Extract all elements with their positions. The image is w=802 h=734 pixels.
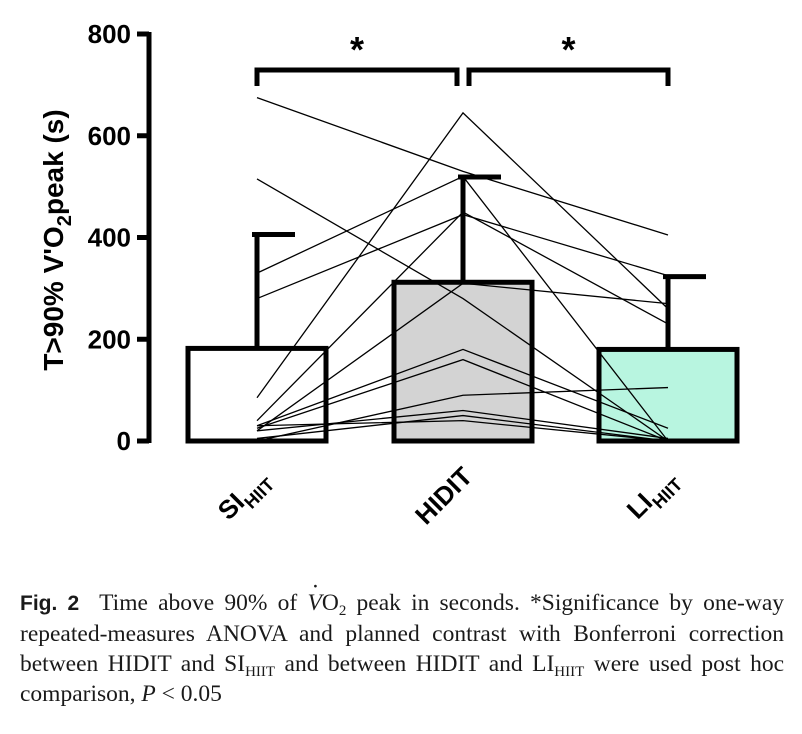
significance-bracket-0 — [254, 67, 460, 86]
bar-2 — [596, 346, 740, 444]
y-tick-label-4: 800 — [88, 19, 131, 49]
individual-line-9 — [256, 386, 669, 442]
caption-fig-label: Fig. 2 — [20, 592, 80, 615]
caption-sub-hiit-2: HIIT — [554, 664, 585, 680]
y-tick-label-0: 0 — [117, 426, 131, 456]
y-axis-title: T>90% V'O2peak (s) — [38, 109, 76, 370]
bar-chart: * * SIHIIT HIDIT LIHIIT T>90% V'O2peak (s) … — [38, 19, 740, 530]
individual-line-6 — [256, 282, 669, 432]
individual-line-7 — [256, 348, 669, 429]
y-tick-label-2: 400 — [88, 223, 131, 253]
caption-p-symbol: P — [141, 681, 156, 707]
caption-sub-hiit-1: HIIT — [245, 664, 276, 680]
error-bars — [252, 174, 706, 350]
x-category-label-0: SIHIIT — [212, 463, 279, 530]
figure-caption: Fig. 2 Time above 90% of VO2 peak in sec… — [20, 572, 785, 709]
caption-text-5: < 0.05 — [155, 681, 222, 707]
individual-line-0 — [256, 96, 669, 236]
individual-line-12 — [256, 409, 669, 440]
x-category-main-0: SI — [212, 487, 251, 526]
caption-sub-2: 2 — [338, 603, 347, 619]
caption-text-2: peak in seconds. *Significance by one-wa… — [20, 590, 785, 677]
x-category-label-1: HIDIT — [409, 461, 478, 530]
y-tick-label-3: 600 — [88, 121, 131, 151]
significance-bracket-1 — [466, 67, 671, 86]
y-tick-label-1: 200 — [88, 324, 131, 354]
caption-o-symbol: O — [321, 590, 339, 616]
caption-text-1: Time above 90% of — [99, 590, 308, 616]
bar-0 — [185, 345, 329, 444]
individual-line-4 — [256, 111, 669, 399]
x-axis-labels: SIHIIT HIDIT LIHIIT — [212, 461, 687, 530]
significance-star-0: * — [350, 29, 364, 70]
caption-text-3: and between HIDIT and LI — [275, 651, 555, 677]
bars — [185, 279, 740, 444]
x-category-label-2: LIHIIT — [621, 463, 687, 529]
x-category-main-2: LI — [621, 487, 659, 525]
individual-line-8 — [256, 358, 669, 442]
significance-star-1: * — [561, 29, 575, 70]
x-category-main-1: HIDIT — [409, 461, 478, 530]
caption-text-4: were used post hoc comparison, — [20, 651, 785, 707]
y-axis: 0 200 400 600 800 — [88, 19, 152, 456]
individual-line-10 — [256, 414, 669, 442]
significance-brackets: * * — [254, 29, 671, 86]
caption-vdot-symbol: V — [307, 572, 321, 618]
individual-line-1 — [256, 178, 669, 442]
